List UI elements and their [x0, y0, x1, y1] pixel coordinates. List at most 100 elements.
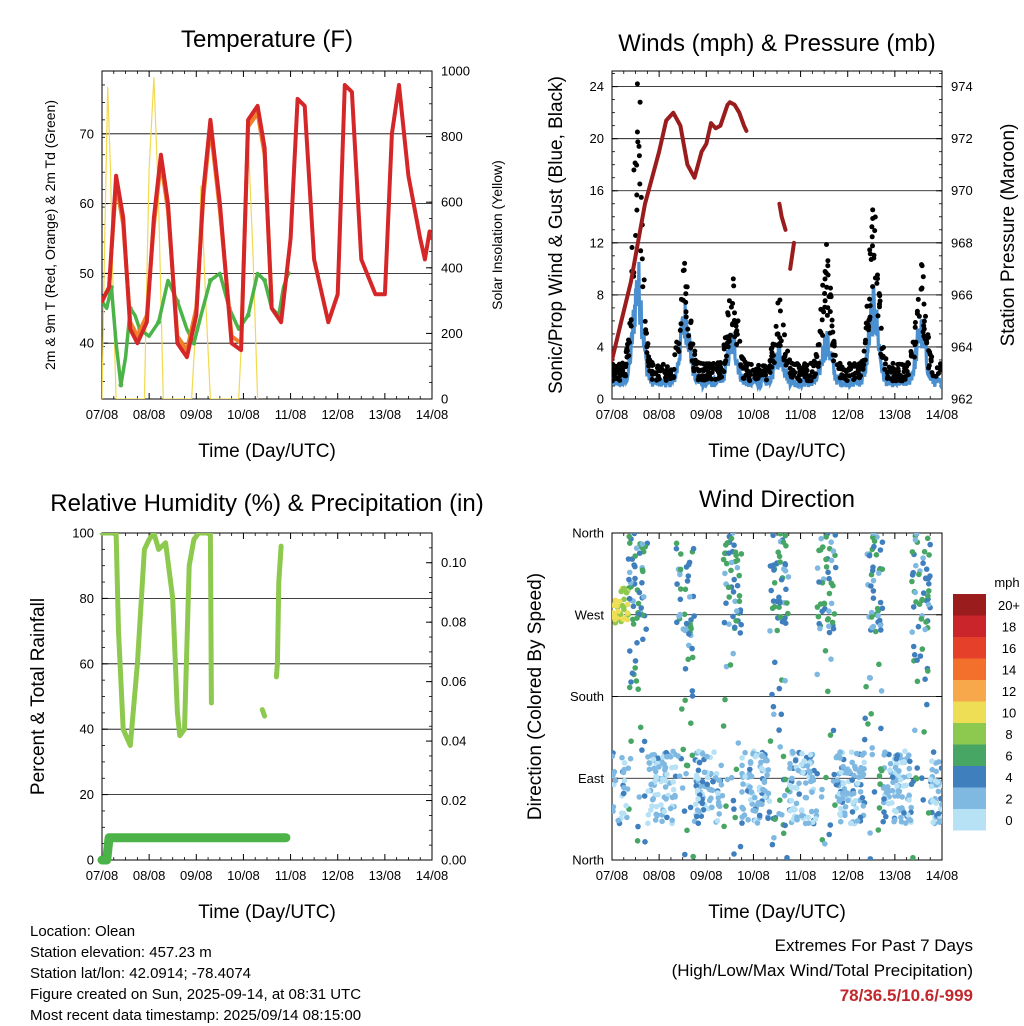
y-tick-label: 40	[80, 722, 94, 737]
direction-point	[832, 564, 839, 571]
direction-point	[808, 808, 815, 815]
direction-point	[782, 561, 788, 567]
extremes-values: 78/36.5/10.6/-999	[839, 986, 973, 1005]
direction-point	[718, 782, 725, 788]
direction-point	[723, 600, 729, 606]
direction-point	[739, 755, 745, 761]
direction-point	[936, 819, 942, 825]
direction-point	[800, 769, 806, 776]
direction-point	[912, 537, 919, 543]
gust-point	[915, 296, 921, 302]
direction-point	[828, 557, 835, 564]
gust-point	[822, 304, 828, 310]
direction-point	[920, 560, 926, 566]
direction-point	[923, 566, 930, 572]
direction-point	[826, 575, 832, 582]
gust-point	[822, 298, 828, 304]
gust-point	[686, 333, 692, 339]
gust-point	[696, 377, 701, 383]
legend-swatch	[953, 680, 986, 702]
direction-point	[689, 693, 696, 699]
direction-point	[794, 817, 800, 823]
y-axis-label: Direction (Colored By Speed)	[525, 573, 546, 820]
gust-point	[767, 363, 773, 369]
x-tick-label: 09/08	[180, 868, 213, 883]
gust-point	[649, 376, 655, 382]
direction-point	[722, 570, 728, 577]
direction-point	[693, 813, 700, 820]
dewpoint-point	[156, 319, 161, 325]
legend-swatch	[953, 594, 986, 616]
x-tick-label: 14/08	[926, 868, 959, 883]
gust-point	[760, 363, 766, 369]
direction-point	[860, 803, 867, 809]
x-tick-label: 12/08	[321, 868, 354, 883]
direction-point	[756, 800, 763, 807]
direction-point	[877, 599, 884, 606]
direction-point	[752, 794, 758, 801]
direction-point	[688, 720, 694, 726]
direction-point	[788, 784, 794, 791]
direction-point	[685, 573, 692, 579]
direction-point	[732, 549, 739, 555]
humidity-data	[97, 533, 291, 865]
x-tick-label: 14/08	[926, 407, 959, 422]
direction-point	[770, 533, 776, 539]
gust-point	[726, 298, 732, 304]
direction-point	[675, 753, 681, 759]
direction-point	[830, 727, 837, 734]
x-tick-label: 14/08	[416, 868, 449, 883]
gust-point	[678, 321, 684, 327]
x-tick-label: 13/08	[369, 868, 402, 883]
direction-point	[747, 784, 753, 790]
gust-point	[643, 327, 649, 333]
direction-point	[664, 771, 670, 778]
direction-point	[653, 775, 660, 781]
direction-point	[646, 766, 653, 773]
direction-point	[766, 798, 773, 804]
direction-point	[720, 556, 727, 563]
direction-point	[758, 765, 765, 772]
direction-point	[778, 576, 785, 583]
direction-point	[889, 800, 895, 806]
direction-point	[852, 763, 858, 770]
direction-point	[643, 626, 649, 632]
gust-point	[642, 318, 648, 324]
gust-point	[626, 337, 631, 343]
direction-point	[836, 798, 843, 804]
direction-point	[838, 769, 844, 776]
gust-point	[861, 348, 867, 354]
direction-point	[901, 759, 907, 765]
direction-point	[822, 841, 828, 847]
gust-point	[802, 374, 808, 380]
gust-point	[649, 363, 655, 368]
direction-point	[747, 766, 753, 773]
chart-title: Winds (mph) & Pressure (mb)	[618, 30, 935, 57]
direction-point	[768, 587, 774, 594]
direction-point	[730, 613, 736, 620]
gust-point	[626, 353, 632, 359]
y-tick-label: 60	[80, 196, 94, 211]
gust-point	[837, 375, 843, 381]
gust-point	[775, 300, 781, 306]
direction-point	[621, 810, 627, 817]
direction-point	[772, 659, 778, 666]
direction-point	[825, 616, 831, 622]
direction-point	[636, 550, 643, 556]
gust-point	[682, 260, 688, 266]
x-tick-label: 11/08	[785, 868, 817, 883]
gust-point	[829, 323, 835, 329]
gust-point	[896, 375, 902, 381]
gust-point	[685, 326, 691, 332]
direction-point	[737, 843, 744, 850]
direction-point	[726, 550, 732, 556]
direction-point	[827, 822, 834, 828]
direction-point	[693, 772, 700, 779]
direction-point	[799, 750, 805, 757]
gust-point	[683, 284, 689, 290]
direction-point	[628, 738, 634, 744]
direction-point	[776, 553, 783, 560]
y2-tick-label: 1000	[441, 64, 470, 79]
direction-point	[720, 723, 727, 729]
direction-point	[927, 573, 933, 579]
